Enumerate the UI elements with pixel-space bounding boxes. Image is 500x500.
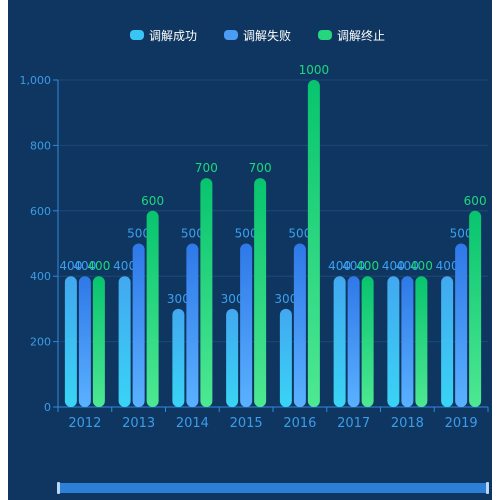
data-label: 700 xyxy=(249,161,272,175)
data-label: 400 xyxy=(87,259,110,273)
bar-terminated xyxy=(469,210,482,407)
data-label: 1000 xyxy=(299,63,330,77)
data-label: 400 xyxy=(382,259,405,273)
data-label: 400 xyxy=(342,259,365,273)
bar-terminated xyxy=(307,80,320,407)
bar-failure xyxy=(401,276,414,407)
data-label: 700 xyxy=(195,161,218,175)
zoom-handle-right[interactable] xyxy=(486,482,489,494)
y-tick-label: 800 xyxy=(30,139,51,152)
zoom-scrollbar[interactable] xyxy=(57,482,489,494)
y-tick-label: 200 xyxy=(30,336,51,349)
y-tick-label: 600 xyxy=(30,205,51,218)
bar-terminated xyxy=(146,210,159,407)
bar-failure xyxy=(132,243,145,407)
data-label: 500 xyxy=(235,227,258,241)
bar-success xyxy=(64,276,77,407)
legend-item-terminated[interactable]: 调解终止 xyxy=(318,26,385,44)
y-tick-label: 0 xyxy=(44,401,51,414)
data-label: 500 xyxy=(181,227,204,241)
bar-failure xyxy=(240,243,253,407)
legend-item-failure[interactable]: 调解失败 xyxy=(224,26,291,44)
data-label: 600 xyxy=(141,194,164,208)
plot-area: 02004006008001,0002012400400400201340050… xyxy=(20,63,489,431)
bar-terminated xyxy=(415,276,428,407)
bar-terminated xyxy=(92,276,105,407)
zoom-handle-left[interactable] xyxy=(57,482,60,494)
data-label: 400 xyxy=(396,259,419,273)
legend-label-terminated: 调解终止 xyxy=(337,28,386,43)
legend-swatch-terminated xyxy=(318,30,332,40)
bar-success xyxy=(279,308,292,407)
bar-terminated xyxy=(200,178,213,407)
data-label: 300 xyxy=(221,292,244,306)
bar-success xyxy=(441,276,454,407)
data-label: 400 xyxy=(73,259,96,273)
data-label: 400 xyxy=(328,259,351,273)
x-tick-label: 2012 xyxy=(68,416,101,431)
data-label: 400 xyxy=(436,259,459,273)
bar-success xyxy=(226,308,239,407)
data-label: 400 xyxy=(356,259,379,273)
legend-swatch-failure xyxy=(224,30,238,40)
data-label: 500 xyxy=(450,227,473,241)
legend-item-success[interactable]: 调解成功 xyxy=(130,26,197,44)
chart-panel: 调解成功 调解失败 调解终止 0 200 400 600 800 1,000 2012 400… xyxy=(8,0,492,500)
data-label: 400 xyxy=(113,259,136,273)
bar-failure xyxy=(186,243,199,407)
bar-failure xyxy=(293,243,306,407)
x-tick-label: 2013 xyxy=(122,416,155,431)
x-tick-label: 2019 xyxy=(445,416,478,431)
bar-failure xyxy=(347,276,360,407)
legend-label-failure: 调解失败 xyxy=(243,28,292,43)
data-label: 300 xyxy=(167,292,190,306)
legend-swatch-success xyxy=(130,30,144,40)
x-tick-label: 2018 xyxy=(391,416,424,431)
x-tick-label: 2015 xyxy=(230,416,263,431)
legend-label-success: 调解成功 xyxy=(149,28,198,43)
bar-terminated xyxy=(361,276,374,407)
data-label: 500 xyxy=(127,227,150,241)
bar-success xyxy=(333,276,346,407)
data-label: 600 xyxy=(464,194,487,208)
bar-success xyxy=(118,276,131,407)
x-tick-label: 2017 xyxy=(337,416,370,431)
data-label: 300 xyxy=(274,292,297,306)
x-tick-label: 2014 xyxy=(176,416,209,431)
y-tick-label: 400 xyxy=(30,270,51,283)
legend: 调解成功 调解失败 调解终止 xyxy=(8,26,492,44)
y-tick-label: 1,000 xyxy=(20,74,52,87)
bar-failure xyxy=(455,243,468,407)
bar-success xyxy=(172,308,185,407)
x-tick-label: 2016 xyxy=(283,416,316,431)
data-label: 500 xyxy=(288,227,311,241)
bar-success xyxy=(387,276,400,407)
bar-terminated xyxy=(254,178,267,407)
bar-failure xyxy=(78,276,91,407)
data-label: 400 xyxy=(59,259,82,273)
data-label: 400 xyxy=(410,259,433,273)
